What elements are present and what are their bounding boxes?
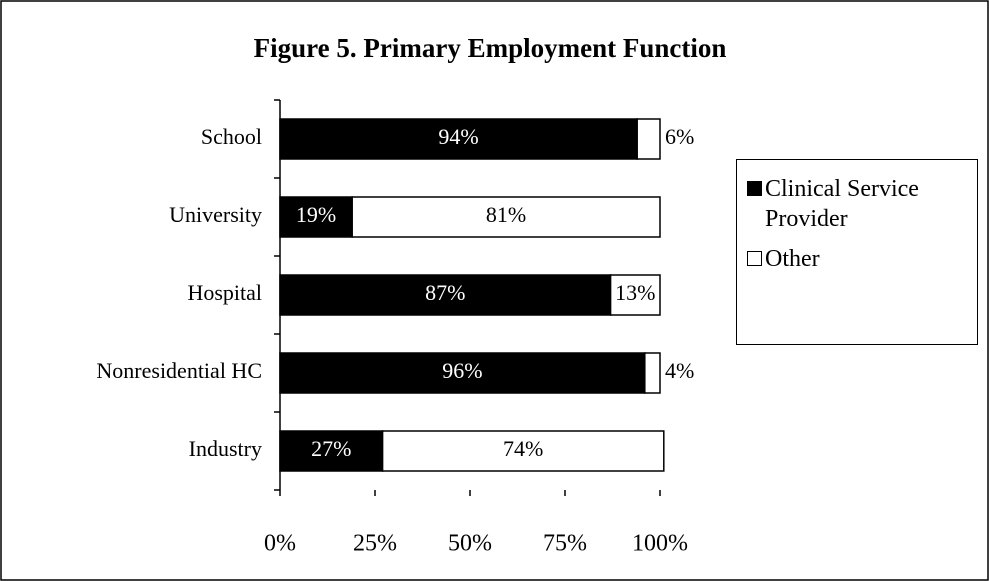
x-tick-label: 0% [264,531,296,557]
legend-swatch [747,181,762,196]
bar-segment [279,196,353,238]
data-label: 27% [311,436,351,461]
y-tick-label: School [201,124,262,149]
bar-segment [636,118,661,160]
bar-segment [279,274,612,316]
data-label: 13% [615,280,655,305]
data-label: 96% [442,358,482,383]
data-label: 74% [503,436,543,461]
legend-label: Clinical Service Provider [765,176,919,232]
legend-swatch [747,251,762,266]
bar-segment [279,430,384,472]
legend-label: Other [765,246,820,272]
y-tick-label: Hospital [187,280,262,305]
x-tick-label: 25% [353,531,397,557]
y-tick-label: University [169,202,262,227]
data-label: 81% [486,202,526,227]
legend: Clinical Service Provider Other [736,159,978,345]
legend-item: Other [747,244,977,274]
data-label: 4% [665,358,694,383]
data-label: 6% [665,124,694,149]
y-tick-label: Industry [189,436,262,461]
chart-title: Figure 5. Primary Employment Function [254,33,727,63]
legend-item: Clinical Service Provider [747,174,977,234]
y-tick-label: Nonresidential HC [96,358,262,383]
bar-segment [351,196,661,238]
x-tick-label: 75% [543,531,587,557]
bar-segment [609,274,661,316]
bar-segment [381,430,665,472]
bar-segment [644,352,661,394]
bar-segment [279,352,646,394]
x-tick-label: 100% [632,531,688,557]
data-label: 19% [296,202,336,227]
data-label: 87% [425,280,465,305]
x-tick-label: 50% [448,531,492,557]
data-label: 94% [438,124,478,149]
